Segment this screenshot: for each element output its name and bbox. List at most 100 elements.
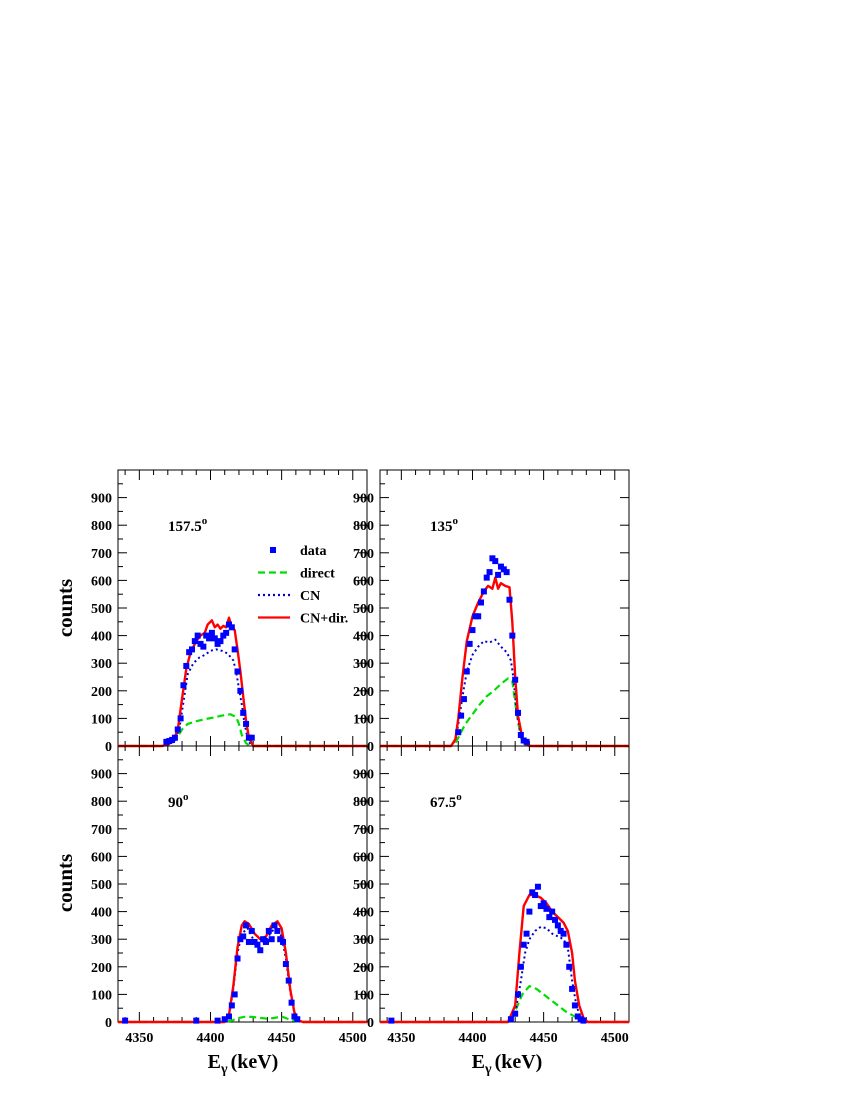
data-point bbox=[486, 569, 493, 576]
y-tick-label: 400 bbox=[353, 906, 374, 921]
y-tick-label: 200 bbox=[91, 685, 112, 700]
angle-label: 90o bbox=[168, 791, 189, 811]
panel-67_5: 0 100 200 300 400 500 600 700 800 900 4350 4400 4450… bbox=[353, 745, 630, 1046]
data-point bbox=[211, 635, 218, 642]
data-point bbox=[532, 892, 539, 899]
data-point bbox=[549, 908, 556, 915]
data-point bbox=[214, 1017, 221, 1024]
data-point bbox=[540, 900, 547, 907]
x-tick-label: 4500 bbox=[601, 1031, 629, 1046]
ylabel-top: counts bbox=[53, 579, 77, 637]
legend-label: data bbox=[300, 544, 326, 559]
data-point bbox=[288, 999, 295, 1006]
data-point bbox=[171, 734, 178, 741]
data-point bbox=[228, 624, 235, 631]
y-tick-label: 700 bbox=[353, 547, 374, 562]
y-tick-label: 900 bbox=[91, 492, 112, 507]
y-tick-label: 400 bbox=[91, 906, 112, 921]
data-point bbox=[257, 947, 264, 954]
y-tick-label: 0 bbox=[367, 740, 374, 755]
data-point bbox=[560, 930, 567, 937]
x-tick-label: 4450 bbox=[530, 1031, 558, 1046]
panel-135: 0 100 200 300 400 500 600 700 800 900 135o bbox=[353, 469, 630, 755]
data-point bbox=[512, 676, 519, 683]
data-point bbox=[200, 643, 207, 650]
y-tick-label: 200 bbox=[91, 961, 112, 976]
data-point bbox=[122, 1017, 129, 1024]
panel-90: 0 100 200 300 400 500 600 700 800 900 4350 4400 4450… bbox=[91, 745, 368, 1046]
data-point bbox=[206, 635, 213, 642]
data-point bbox=[566, 963, 573, 970]
y-tick-label: 600 bbox=[91, 574, 112, 589]
data-point bbox=[460, 696, 467, 703]
y-tick-label: 500 bbox=[91, 878, 112, 893]
data-point bbox=[223, 629, 230, 636]
data-point bbox=[240, 709, 247, 716]
legend-label: CN+dir. bbox=[300, 612, 348, 627]
x-tick-label: 4350 bbox=[387, 1031, 415, 1046]
y-tick-label: 100 bbox=[91, 712, 112, 727]
y-tick-label: 0 bbox=[367, 1016, 374, 1031]
data-point bbox=[517, 963, 524, 970]
data-point bbox=[193, 1017, 200, 1024]
data-point bbox=[280, 938, 287, 945]
angle-label: 67.5o bbox=[430, 791, 462, 811]
angle-value: 67.5 bbox=[430, 795, 456, 811]
legend-marker-data bbox=[270, 547, 276, 553]
data-point bbox=[221, 1016, 228, 1023]
data-point bbox=[534, 883, 541, 890]
data-point bbox=[243, 720, 250, 727]
data-point bbox=[228, 1002, 235, 1009]
data-point bbox=[243, 922, 250, 929]
y-tick-label: 200 bbox=[353, 685, 374, 700]
angle-degree-sup: o bbox=[456, 791, 462, 803]
data-point bbox=[225, 1013, 232, 1020]
data-point bbox=[503, 569, 510, 576]
data-point bbox=[217, 638, 224, 645]
xlabel-left: Eγ (keV) bbox=[208, 1051, 279, 1077]
data-point bbox=[515, 709, 522, 716]
data-point bbox=[506, 596, 513, 603]
data-point bbox=[294, 1016, 301, 1023]
series-cndir-line bbox=[380, 576, 629, 748]
series-cndir-line bbox=[118, 616, 367, 748]
series-cn-line bbox=[380, 925, 629, 1023]
data-point bbox=[580, 1017, 587, 1024]
plot-frame bbox=[379, 745, 630, 1023]
data-point bbox=[571, 1002, 578, 1009]
xlabel-right-main: E bbox=[472, 1051, 485, 1073]
legend-label: direct bbox=[300, 567, 335, 582]
data-point bbox=[282, 961, 289, 968]
y-tick-label: 700 bbox=[91, 547, 112, 562]
plot-frame bbox=[117, 745, 368, 1023]
y-tick-label: 900 bbox=[353, 768, 374, 783]
y-tick-label: 600 bbox=[353, 850, 374, 865]
angle-label: 135o bbox=[430, 515, 459, 535]
series-direct-line bbox=[118, 713, 367, 748]
series-cndir-line bbox=[380, 893, 629, 1024]
data-point bbox=[265, 927, 272, 934]
data-point bbox=[248, 734, 255, 741]
data-point bbox=[458, 712, 465, 719]
data-point bbox=[526, 908, 533, 915]
data-point bbox=[554, 922, 561, 929]
data-point bbox=[463, 668, 470, 675]
data-point bbox=[569, 985, 576, 992]
data-point bbox=[507, 1016, 514, 1023]
data-point bbox=[517, 731, 524, 738]
data-point bbox=[523, 930, 530, 937]
xlabel-left-sub: γ bbox=[220, 1062, 228, 1077]
y-tick-label: 800 bbox=[353, 795, 374, 810]
data-point bbox=[455, 729, 462, 736]
data-point bbox=[234, 668, 241, 675]
series-direct-line bbox=[380, 677, 629, 748]
data-point bbox=[191, 638, 198, 645]
data-point bbox=[174, 726, 181, 733]
y-tick-label: 400 bbox=[91, 630, 112, 645]
data-point bbox=[268, 936, 275, 943]
y-tick-label: 300 bbox=[353, 933, 374, 948]
series-direct-line bbox=[380, 985, 629, 1024]
xlabel-left-unit: (keV) bbox=[231, 1051, 279, 1073]
data-point bbox=[523, 738, 530, 745]
